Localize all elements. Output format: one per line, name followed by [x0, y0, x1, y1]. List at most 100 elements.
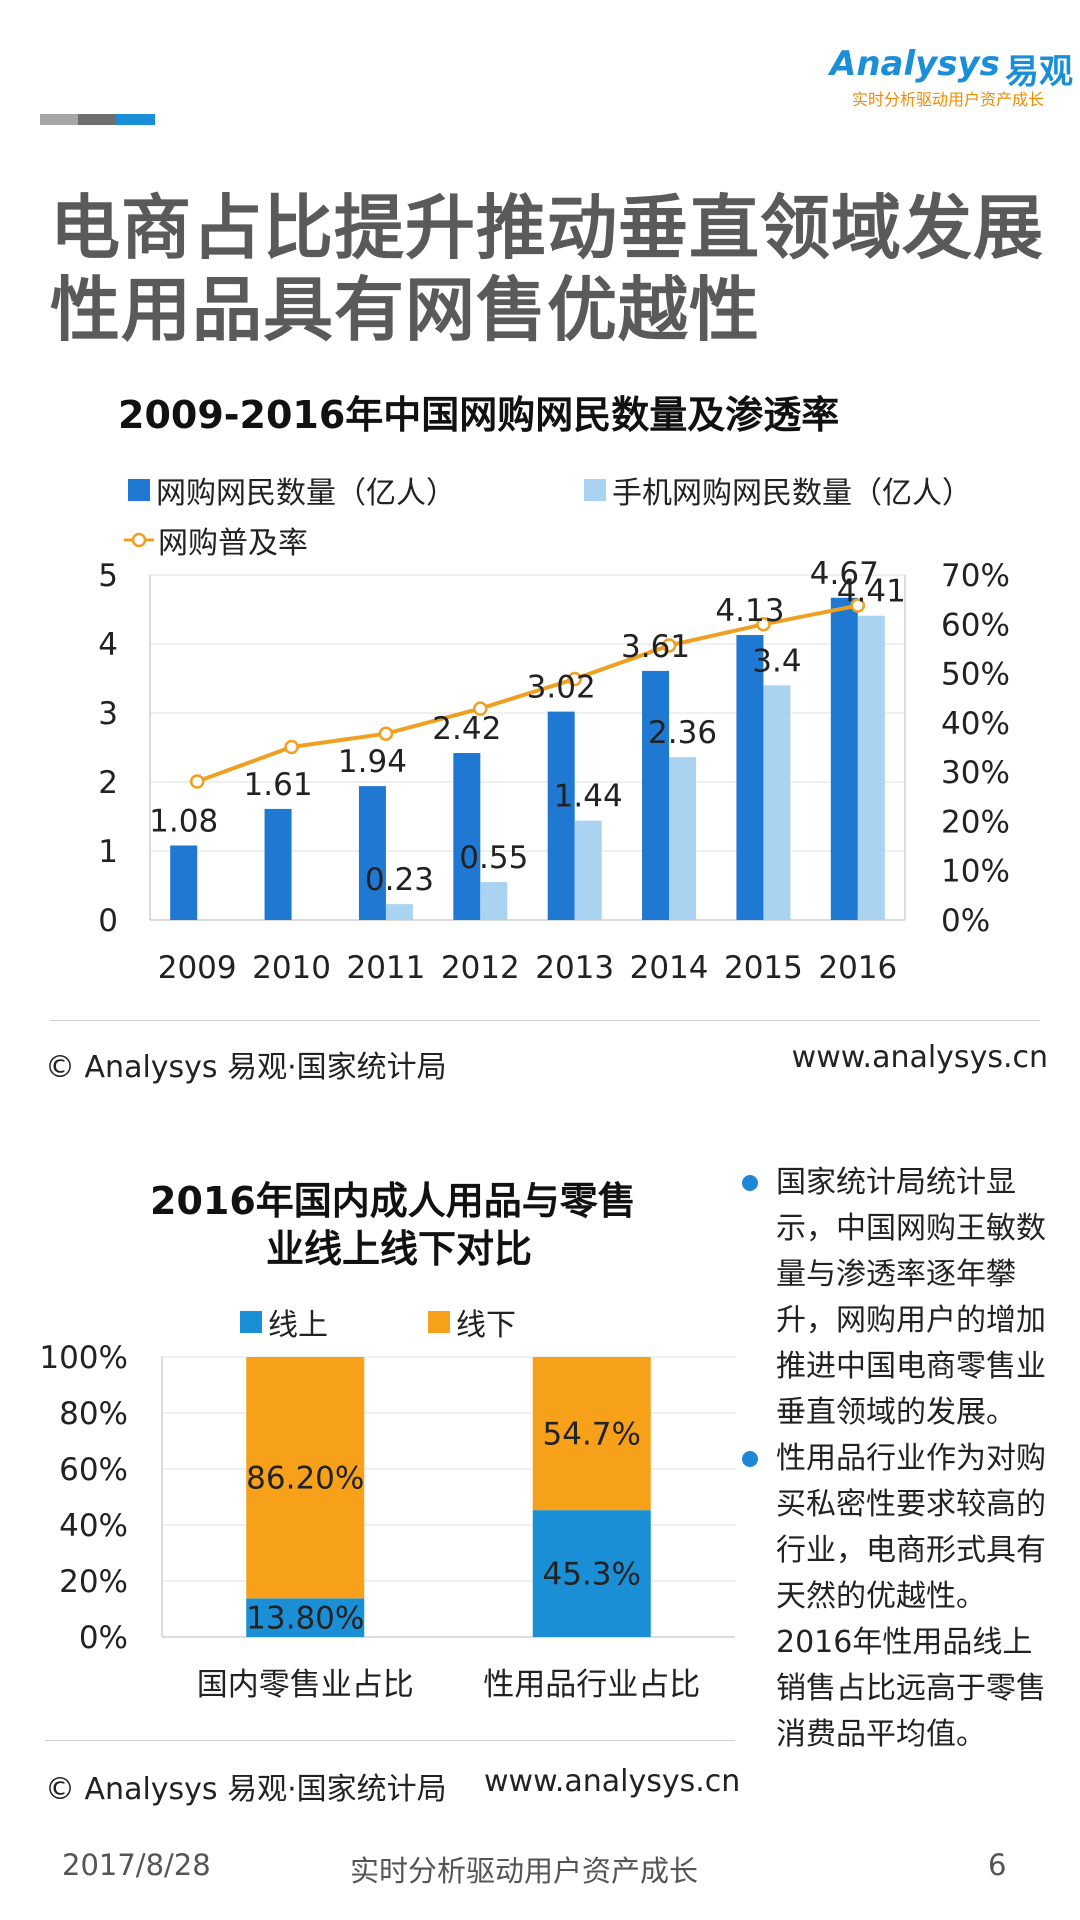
chart2-legend-offline: 线下 — [428, 1300, 516, 1344]
logo-chinese: 易观 — [1005, 52, 1073, 92]
data-label-online-users: 4.13 — [715, 593, 784, 629]
y-tick-label: 3 — [98, 696, 118, 732]
footer-date: 2017/8/28 — [62, 1848, 211, 1882]
footer-page-number: 6 — [988, 1848, 1007, 1882]
bar-mobile-users — [385, 904, 413, 920]
legend-label: 线下 — [456, 1308, 516, 1343]
side-bullet-text: 性用品行业作为对购买私密性要求较高的行业，电商形式具有天然的优越性。2016年性… — [776, 1441, 1046, 1752]
bar-online-users — [453, 753, 481, 920]
y-tick-label: 4 — [98, 627, 118, 663]
bar-offline-share — [246, 1357, 365, 1599]
x-tick-label: 性用品行业占比 — [483, 1667, 700, 1703]
accent-bar-segment — [116, 114, 155, 125]
penetration-rate-line — [196, 603, 859, 784]
data-label-online-users: 2.42 — [432, 711, 501, 747]
x-tick-label: 2014 — [630, 950, 709, 986]
penetration-rate-point — [473, 701, 488, 716]
y-tick-label: 0% — [79, 1620, 128, 1656]
chart2-title-line2: 业线上线下对比 — [266, 1227, 533, 1271]
data-label-mobile-users: 0.23 — [365, 862, 434, 898]
legend-swatch — [128, 479, 150, 501]
bar-online-users — [264, 808, 292, 920]
penetration-rate-point — [756, 617, 771, 632]
data-label-online-users: 3.61 — [621, 629, 690, 665]
data-label-offline: 86.20% — [246, 1461, 364, 1497]
side-bullet-2: 性用品行业作为对购买私密性要求较高的行业，电商形式具有天然的优越性。2016年性… — [742, 1436, 1052, 1758]
legend-swatch — [584, 479, 606, 501]
y-tick-label: 1 — [98, 834, 118, 870]
y-tick-label: 100% — [39, 1340, 128, 1376]
logo-wordmark: Analysys — [830, 44, 1000, 84]
legend-label: 网购网民数量（亿人） — [156, 476, 456, 511]
divider — [45, 1740, 735, 1741]
data-label-offline: 54.7% — [543, 1417, 641, 1453]
side-bullet-1: 国家统计局统计显示，中国网购王敏数量与渗透率逐年攀升，网购用户的增加推进中国电商… — [742, 1160, 1052, 1436]
y2-tick-label: 60% — [941, 607, 1010, 643]
page-title-line2: 性用品具有网售优越性 — [50, 269, 760, 351]
chart1-source: © Analysys 易观·国家统计局 — [45, 1050, 447, 1085]
y2-tick-label: 10% — [941, 854, 1010, 890]
chart1-legend-mobile: 手机网购网民数量（亿人） — [584, 468, 972, 512]
x-tick-label: 国内零售业占比 — [197, 1667, 414, 1703]
x-tick-label: 2013 — [535, 950, 614, 986]
x-tick-label: 2015 — [724, 950, 803, 986]
y2-tick-label: 70% — [941, 558, 1010, 594]
divider — [50, 1020, 1040, 1021]
y-tick-label: 20% — [59, 1564, 128, 1600]
data-label-online-users: 1.94 — [338, 744, 407, 780]
bar-online-users — [170, 845, 198, 920]
data-label-mobile-users: 3.4 — [752, 643, 801, 679]
bar-online-users — [642, 670, 670, 920]
bar-online-users — [830, 597, 858, 920]
x-tick-label: 2009 — [158, 950, 237, 986]
chart2-legend-online: 线上 — [240, 1300, 328, 1344]
bar-mobile-users — [669, 757, 697, 920]
y-tick-label: 60% — [59, 1452, 128, 1488]
data-label-mobile-users: 0.55 — [459, 840, 528, 876]
penetration-rate-point — [567, 671, 582, 687]
bar-online-users — [358, 786, 386, 920]
chart2-title-line1: 2016年国内成人用品与零售 — [150, 1179, 636, 1223]
penetration-rate-point — [378, 726, 394, 741]
bar-online-share — [532, 1510, 651, 1637]
y-tick-label: 2 — [98, 765, 118, 801]
data-label-mobile-users: 4.41 — [837, 574, 906, 610]
y2-tick-label: 20% — [941, 804, 1010, 840]
accent-bar-segment — [40, 114, 78, 125]
data-label-online: 13.80% — [246, 1601, 364, 1637]
legend-label: 线上 — [268, 1308, 328, 1343]
chart2-url: www.analysys.cn — [484, 1764, 741, 1799]
bar-online-users — [547, 711, 575, 920]
y2-tick-label: 40% — [941, 706, 1010, 742]
data-label-online-users: 1.61 — [244, 767, 313, 803]
x-tick-label: 2016 — [818, 950, 897, 986]
bar-mobile-users — [857, 615, 885, 920]
bar-mobile-users — [763, 685, 791, 920]
bar-mobile-users — [574, 820, 602, 920]
y-tick-label: 40% — [59, 1508, 128, 1544]
penetration-rate-point — [284, 739, 299, 755]
bar-online-users — [736, 635, 764, 920]
y2-tick-label: 0% — [941, 903, 990, 939]
y2-tick-label: 50% — [941, 657, 1010, 693]
chart1-url: www.analysys.cn — [791, 1040, 1048, 1075]
data-label-online-users: 4.67 — [810, 556, 879, 592]
legend-label: 网购普及率 — [158, 526, 308, 561]
penetration-rate-point — [850, 598, 866, 613]
accent-bar-segment — [78, 114, 116, 125]
x-tick-label: 2010 — [252, 950, 331, 986]
bullet-dot — [742, 1451, 758, 1467]
y-tick-label: 0 — [98, 903, 118, 939]
bar-offline-share — [532, 1357, 651, 1511]
chart1-legend-users: 网购网民数量（亿人） — [128, 468, 456, 512]
bullet-dot — [742, 1175, 758, 1191]
bar-online-share — [246, 1598, 365, 1637]
chart1-legend-rate: 网购普及率 — [124, 518, 308, 562]
data-label-online-users: 1.08 — [149, 803, 218, 839]
x-tick-label: 2012 — [441, 950, 520, 986]
chart2-plot: 0% 20% 40% 60% 80% 100% 13.80% 86.20% 国内零售业占比 45.… — [39, 1340, 735, 1703]
y-tick-label: 80% — [59, 1396, 128, 1432]
side-bullet-text: 国家统计局统计显示，中国网购王敏数量与渗透率逐年攀升，网购用户的增加推进中国电商… — [776, 1165, 1046, 1430]
y2-tick-label: 30% — [941, 755, 1010, 791]
